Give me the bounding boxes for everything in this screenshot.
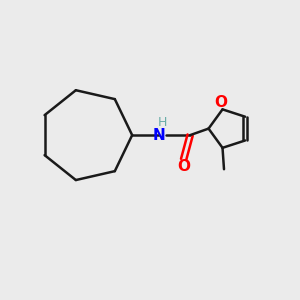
Text: O: O [177, 159, 190, 174]
Text: H: H [158, 116, 167, 129]
Text: N: N [152, 128, 165, 142]
Text: O: O [214, 95, 227, 110]
